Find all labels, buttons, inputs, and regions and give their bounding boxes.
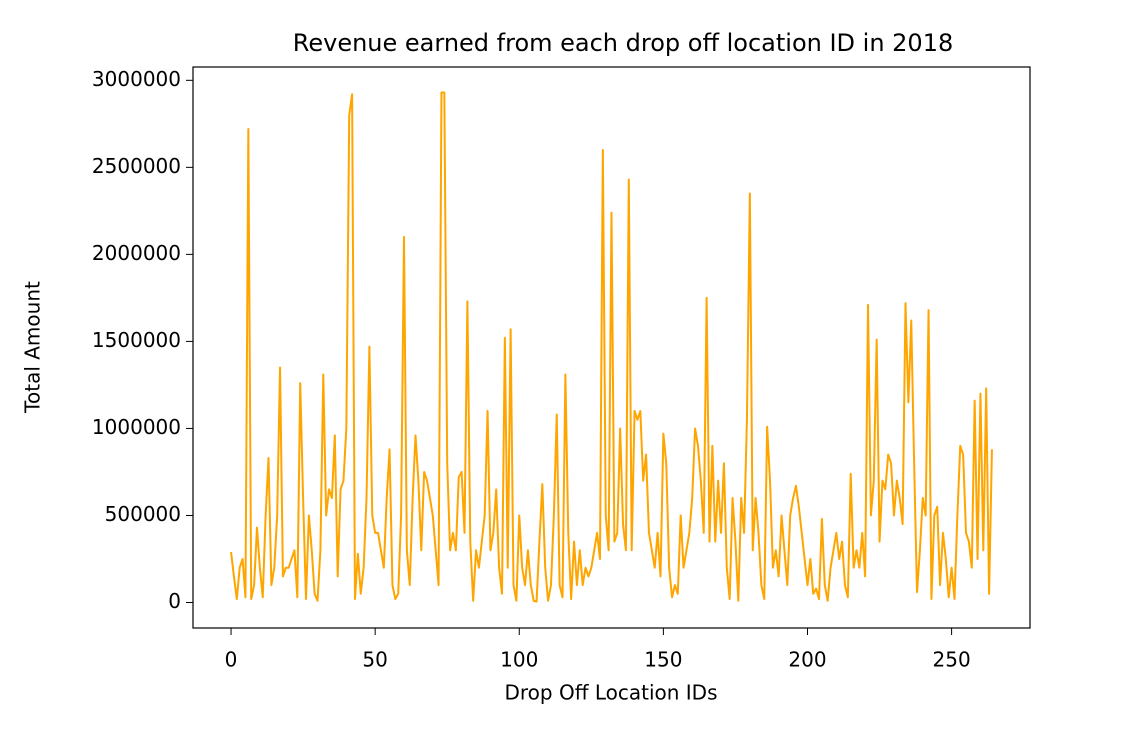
- y-tick-label: 2500000: [92, 154, 181, 178]
- x-tick-label: 250: [933, 648, 971, 672]
- x-tick-label: 200: [788, 648, 826, 672]
- x-tick-label: 150: [644, 648, 682, 672]
- x-tick-label: 0: [225, 648, 238, 672]
- y-axis-label: Total Amount: [21, 281, 45, 414]
- x-tick-label: 50: [362, 648, 387, 672]
- y-tick-label: 2000000: [92, 241, 181, 265]
- y-tick-label: 1000000: [92, 415, 181, 439]
- x-axis-label: Drop Off Location IDs: [504, 681, 717, 705]
- plot-frame: [192, 66, 1031, 629]
- line-series: [230, 91, 993, 603]
- y-tick-label: 0: [168, 589, 181, 613]
- y-tick-label: 3000000: [92, 67, 181, 91]
- y-tick-label: 500000: [105, 502, 181, 526]
- x-tick-label: 100: [500, 648, 538, 672]
- y-tick-label: 1500000: [92, 328, 181, 352]
- chart-title: Revenue earned from each drop off locati…: [293, 29, 954, 57]
